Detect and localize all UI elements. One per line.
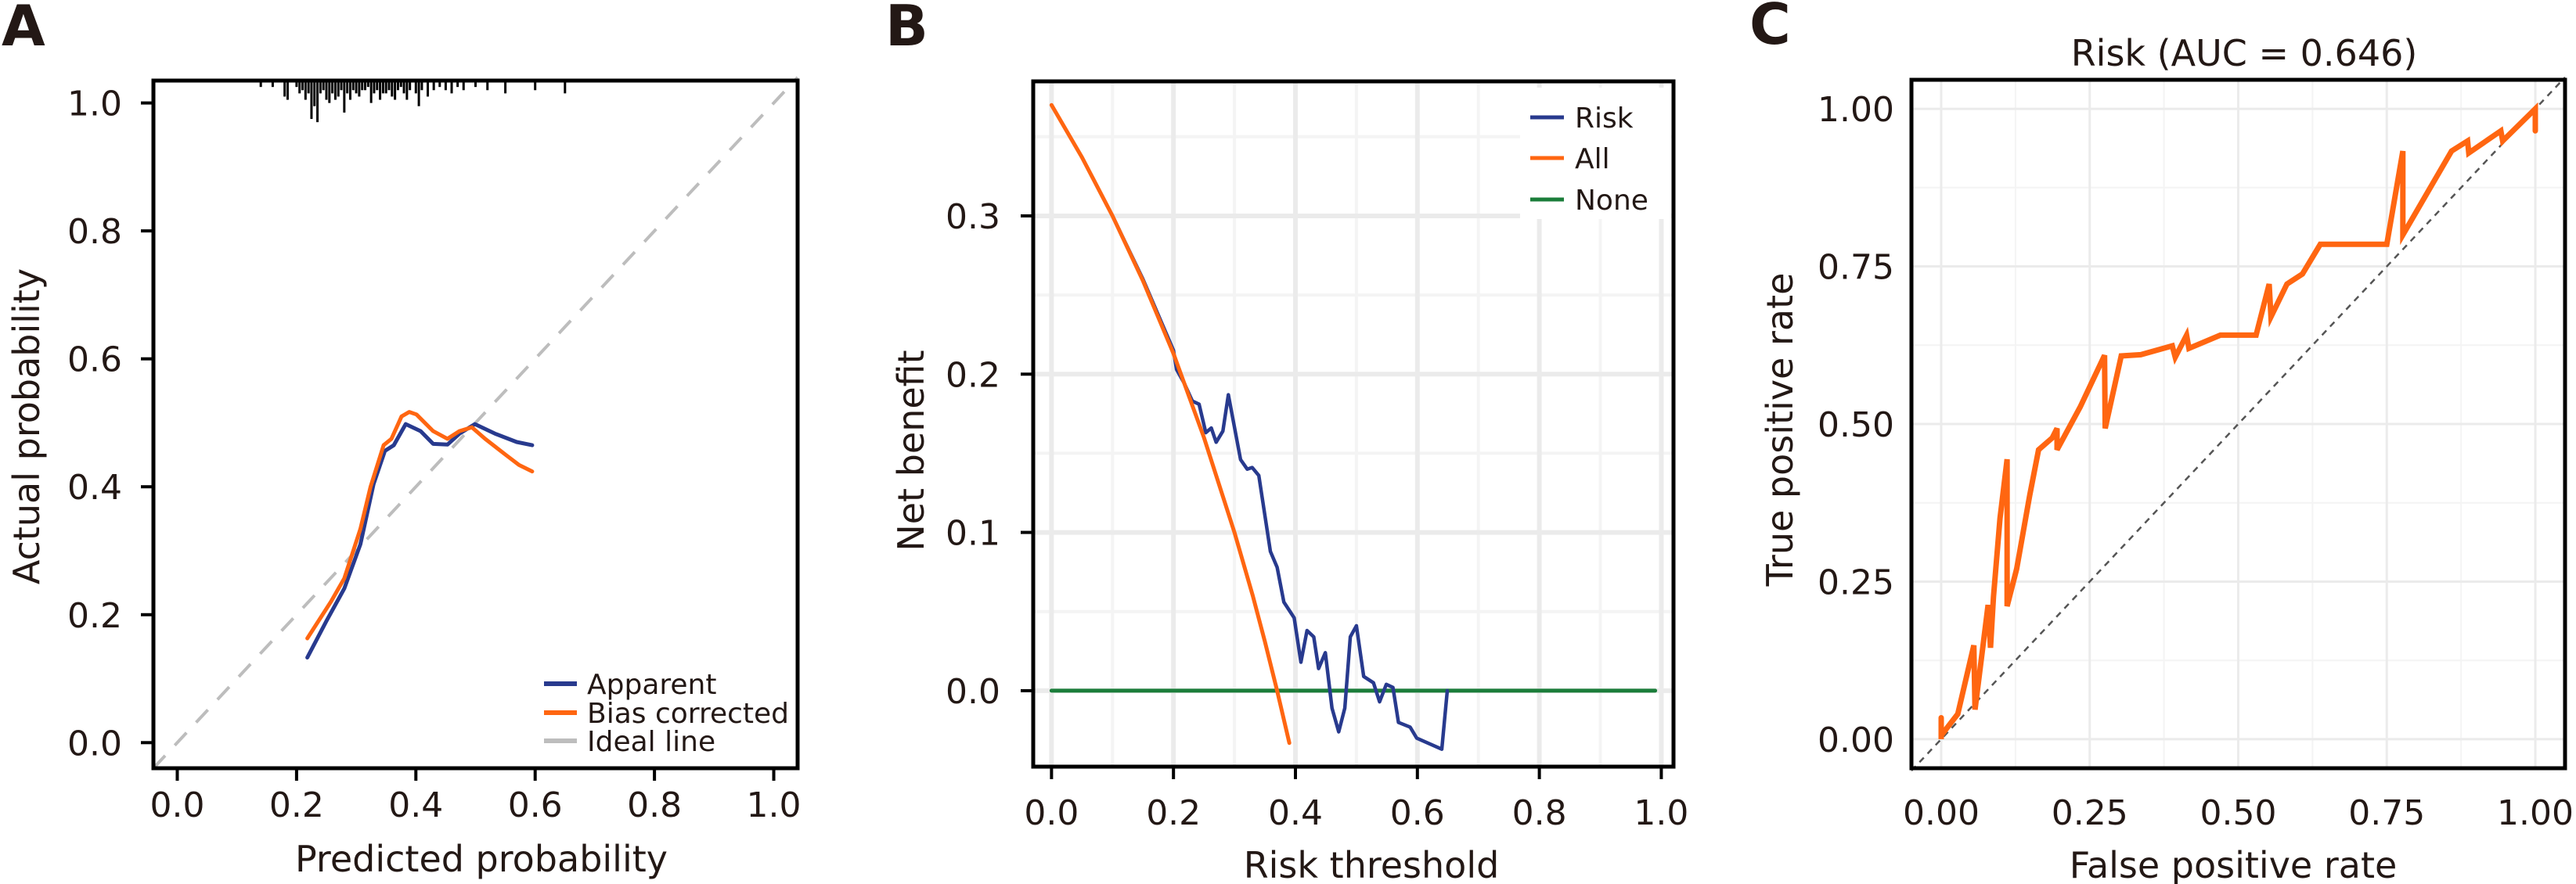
x-axis-label-b: Risk threshold	[1244, 844, 1500, 884]
decision-curve-axes: 0.0 0.2 0.4 0.6 0.8 1.0 0.0 0.1 0.2 0.3	[946, 197, 1688, 833]
x-tick-label: 0.2	[269, 785, 324, 825]
x-axis-label-a: Predicted probability	[295, 838, 668, 880]
y-tick-label: 0.2	[946, 355, 1000, 395]
x-axis-label-c: False positive rate	[2070, 844, 2398, 884]
x-tick-label: 0.75	[2348, 793, 2425, 833]
series-line-all	[1049, 102, 1292, 746]
x-tick-label: 1.0	[1634, 793, 1688, 833]
roc-plot-title: Risk (AUC = 0.646)	[2071, 32, 2418, 74]
x-tick-label: 0.6	[508, 785, 563, 825]
y-tick-label: 0.0	[67, 724, 122, 764]
legend-label-risk: Risk	[1575, 102, 1634, 135]
x-tick-label: 0.50	[2200, 793, 2277, 833]
y-tick-label: 0.75	[1818, 248, 1894, 288]
y-axis-label-a: Actual probability	[5, 268, 48, 584]
y-tick-label: 0.0	[946, 672, 1000, 712]
calibration-plot: 0.0 0.2 0.4 0.6 0.8 1.0 0.0 0.2 0.4 0.6 0.8 1.0 Pre…	[5, 76, 802, 880]
calibration-plot-frame	[151, 78, 800, 771]
legend-b: Risk All None	[1520, 88, 1671, 219]
x-tick-label: 0.8	[1512, 793, 1567, 833]
calibration-plot-marks	[152, 76, 799, 770]
x-tick-label: 0.00	[1903, 793, 1980, 833]
x-tick-label: 1.00	[2497, 793, 2574, 833]
series-line-apparent	[305, 422, 535, 659]
legend-label-bias-corrected: Bias corrected	[587, 698, 789, 730]
decision-curve-frame	[1031, 79, 1676, 769]
roc-grid	[1911, 80, 2565, 768]
decision-curve-marks	[1049, 102, 1658, 751]
x-tick-label: 0.0	[150, 785, 204, 825]
panel-letter-a: A	[2, 0, 45, 59]
x-tick-label: 1.0	[747, 785, 802, 825]
roc-axes: 0.00 0.25 0.50 0.75 1.00 0.00 0.25 0.50 0.75 1.00	[1818, 90, 2574, 833]
legend-label-apparent: Apparent	[587, 669, 716, 701]
y-tick-label: 1.0	[67, 84, 122, 124]
x-tick-label: 0.0	[1024, 793, 1079, 833]
roc-plot: Risk (AUC = 0.646) 0.00 0.25 0.50 0.75 1.000…	[1759, 32, 2574, 884]
calibration-plot-axes: 0.0 0.2 0.4 0.6 0.8 1.0 0.0 0.2 0.4 0.6 0.8 1.0	[67, 84, 801, 825]
x-tick-label: 0.4	[388, 785, 443, 825]
y-tick-label: 0.2	[67, 596, 122, 636]
roc-marks	[1911, 76, 2566, 772]
y-tick-label: 0.3	[946, 197, 1000, 237]
panel-letter-c: C	[1749, 0, 1791, 57]
y-tick-label: 0.8	[67, 212, 122, 252]
x-tick-label: 0.2	[1146, 793, 1201, 833]
legend-label-all: All	[1575, 143, 1610, 175]
x-tick-label: 0.8	[627, 785, 682, 825]
x-tick-label: 0.6	[1390, 793, 1445, 833]
x-tick-label: 0.25	[2052, 793, 2128, 833]
legend-label-ideal-line: Ideal line	[587, 726, 715, 758]
decision-curve-border	[1031, 79, 1676, 769]
series-line-bias-corrected	[305, 410, 535, 641]
y-axis-label-b: Net benefit	[890, 350, 932, 551]
series-line-reference-diagonal	[1911, 76, 2566, 772]
y-axis-label-c: True positive rate	[1759, 273, 1801, 588]
legend-a: Apparent Bias corrected Ideal line	[544, 669, 789, 758]
panel-letter-b: B	[885, 0, 928, 59]
x-tick-label: 0.4	[1268, 793, 1323, 833]
y-tick-label: 0.25	[1818, 562, 1894, 602]
decision-curve-plot: Risk All None 0.0 0.2 0.4 0.6 0.8 1.00.00.10.…	[890, 79, 1688, 884]
y-tick-label: 0.50	[1818, 405, 1894, 445]
y-tick-label: 1.00	[1818, 90, 1894, 130]
calibration-plot-border	[151, 78, 800, 771]
legend-label-none: None	[1575, 185, 1648, 217]
legend-b-background	[1520, 88, 1671, 219]
series-line-roc-risk	[1938, 102, 2538, 739]
roc-border	[1909, 77, 2567, 771]
y-tick-label: 0.00	[1818, 720, 1894, 760]
y-tick-label: 0.1	[946, 514, 1000, 554]
y-tick-label: 0.4	[67, 468, 122, 508]
y-tick-label: 0.6	[67, 340, 122, 380]
roc-frame	[1909, 77, 2567, 771]
